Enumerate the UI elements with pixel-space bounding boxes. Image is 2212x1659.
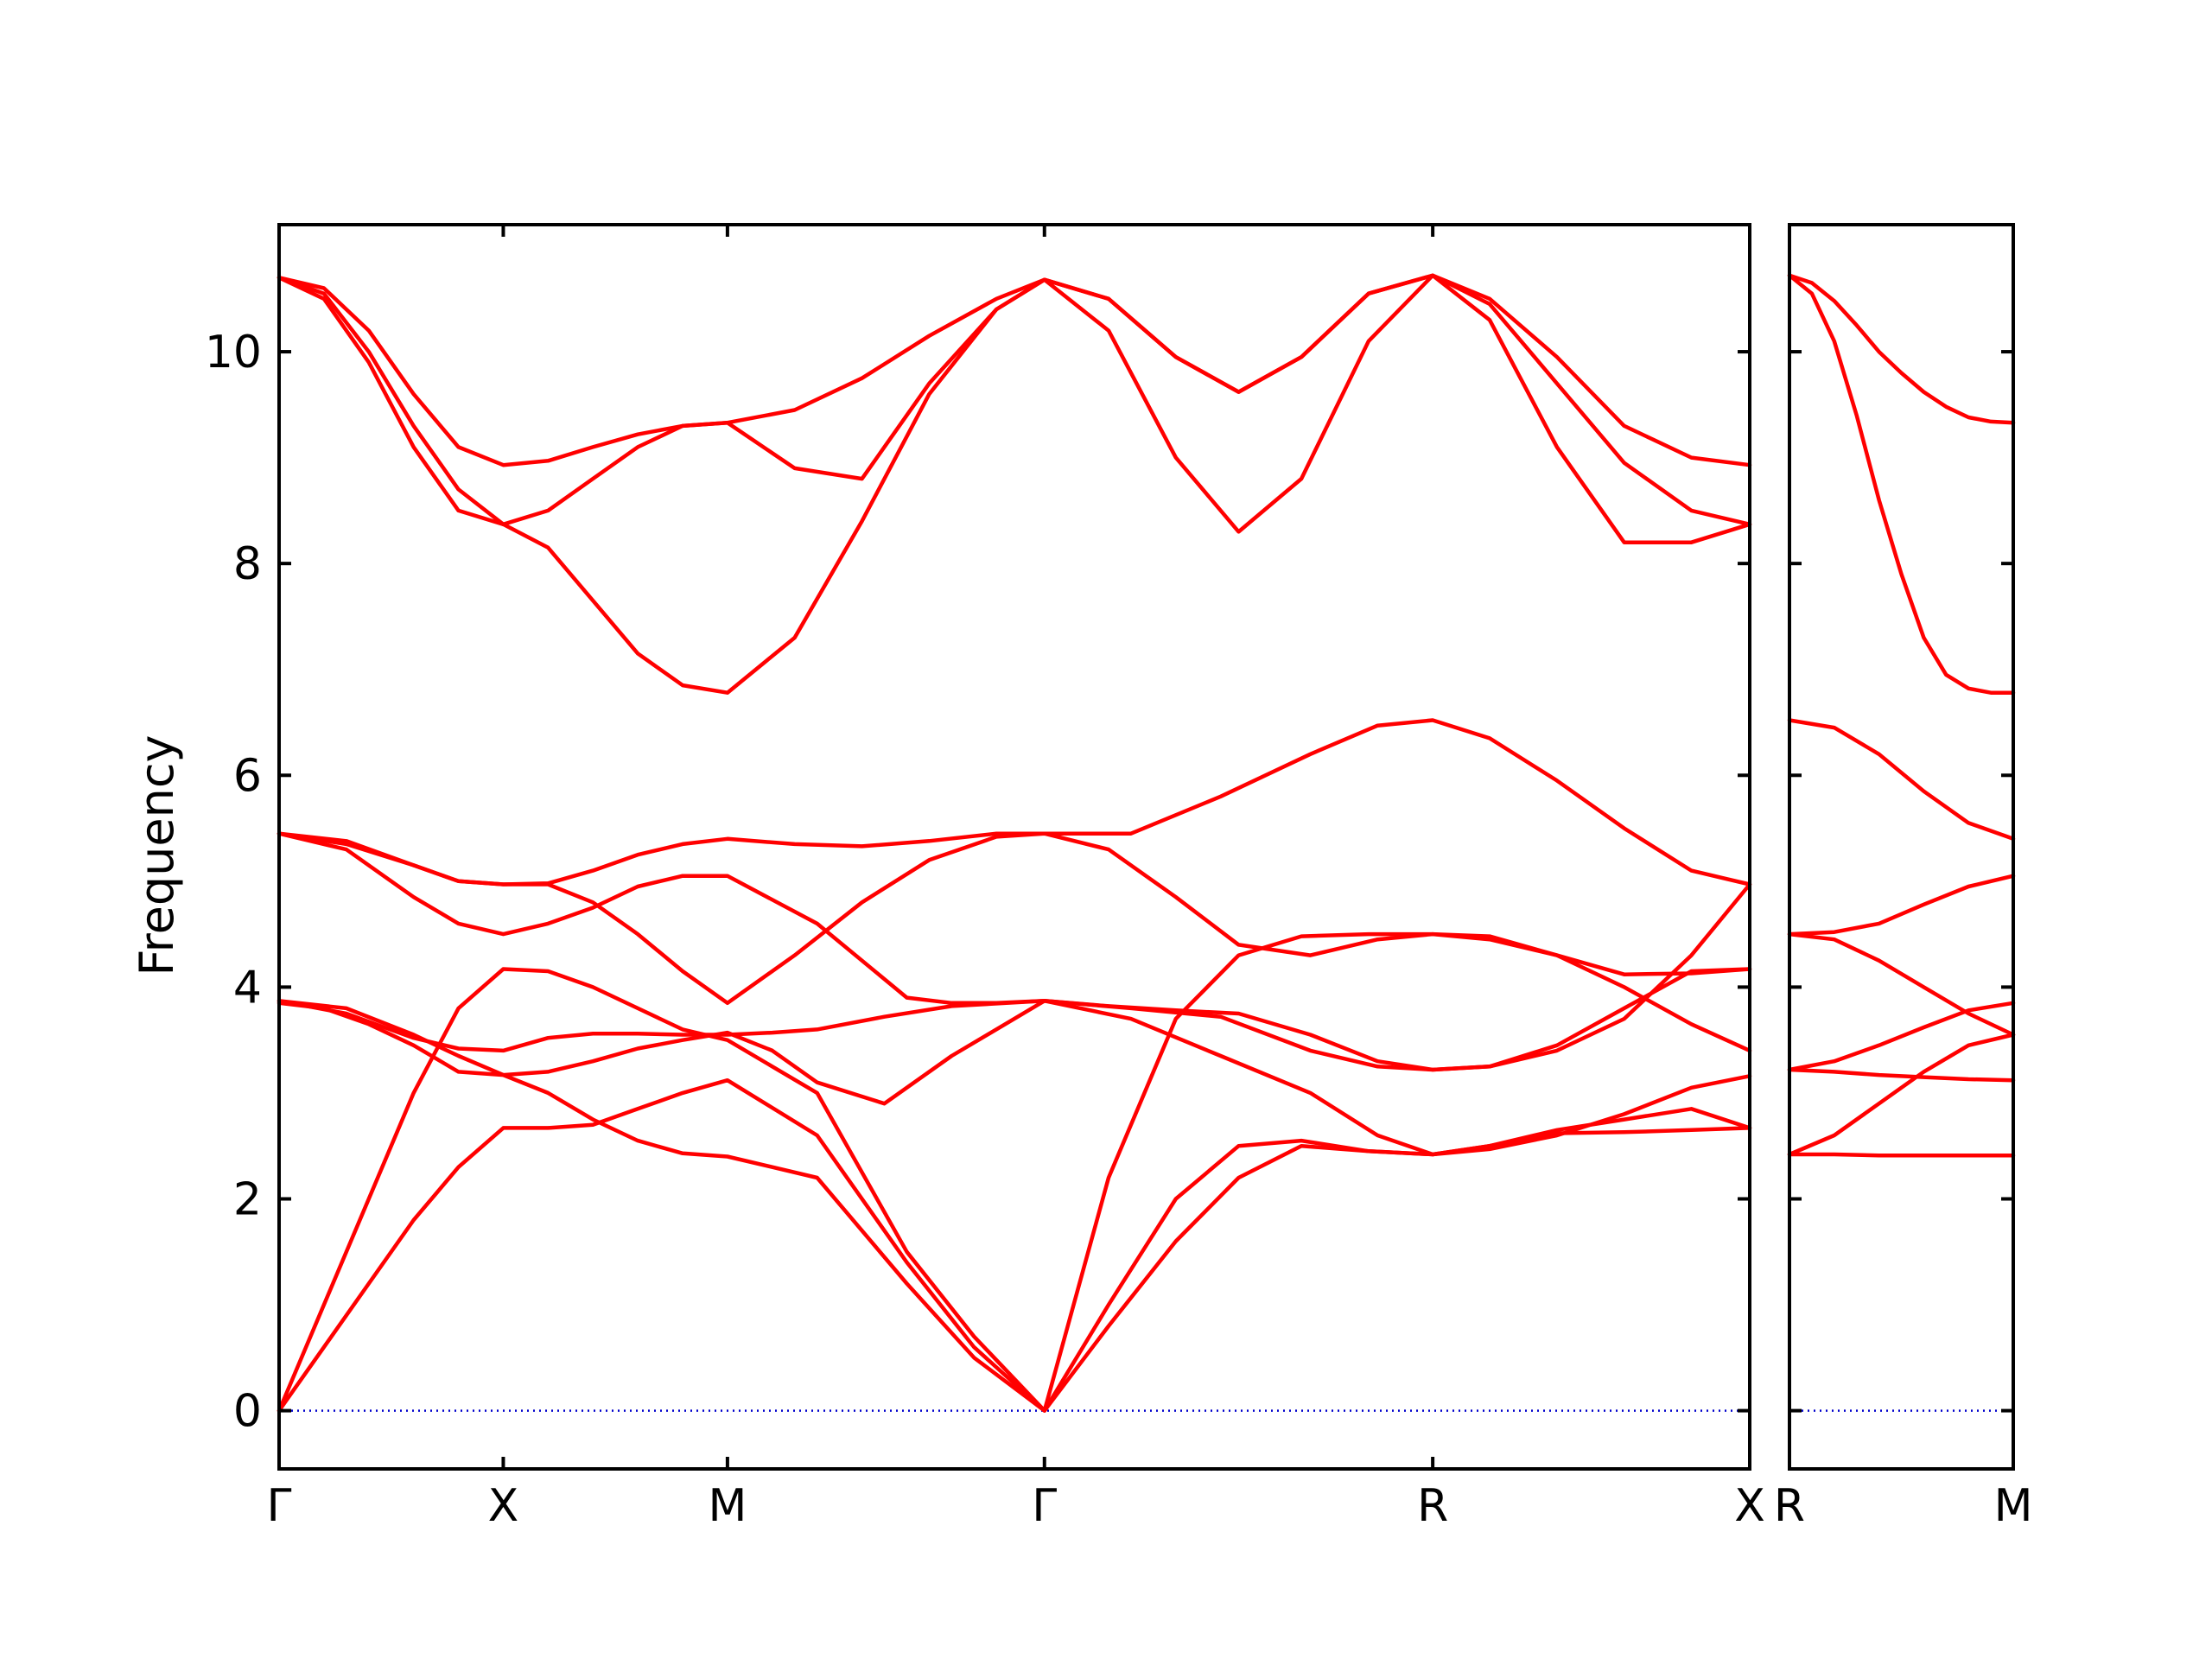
band-right-4 — [1787, 1001, 2016, 1072]
y-axis-label: Frequency — [130, 735, 184, 976]
band-main-9 — [276, 273, 1752, 695]
band-main-2 — [276, 1074, 1752, 1413]
band-right-6 — [1787, 874, 2016, 937]
band-right-3 — [1787, 1067, 2016, 1083]
band-main-11 — [276, 273, 1752, 467]
band-right-1 — [1787, 1152, 2016, 1158]
y-tick-label: 8 — [233, 538, 262, 590]
kpoint-label: X — [488, 1480, 519, 1532]
kpoint-label: X — [1734, 1480, 1765, 1532]
y-tick-label: 2 — [233, 1173, 262, 1225]
kpoint-label: M — [1994, 1480, 2033, 1532]
kpoint-label: R — [1774, 1480, 1805, 1532]
band-main-6 — [276, 831, 1752, 1072]
band-main-10 — [276, 273, 1752, 527]
band-main-1 — [276, 931, 1752, 1413]
band-right-2 — [1787, 1033, 2016, 1157]
kpoint-label: Γ — [1032, 1480, 1057, 1532]
y-tick-label: 6 — [233, 750, 262, 802]
band-main-5 — [276, 999, 1752, 1157]
plot-frame — [1788, 223, 2015, 1471]
band-right-9 — [1787, 273, 2016, 425]
plot-frame — [277, 223, 1751, 1471]
y-tick-label: 4 — [233, 962, 262, 1014]
kpoint-label: Γ — [267, 1480, 292, 1532]
band-right-5 — [1787, 931, 2016, 1037]
band-main-3 — [276, 1001, 1752, 1413]
band-right-8 — [1787, 273, 2016, 695]
main-band-panel: 0 2 4 6 8 10 Γ X M Γ R X — [205, 223, 1765, 1532]
band-main-7 — [276, 831, 1752, 1006]
band-main-8 — [276, 718, 1752, 887]
kpoint-label: R — [1417, 1480, 1448, 1532]
y-tick-label: 10 — [205, 327, 262, 378]
y-tick-label: 0 — [233, 1386, 262, 1438]
kpoint-label: M — [708, 1480, 747, 1532]
band-right-7 — [1787, 718, 2016, 842]
